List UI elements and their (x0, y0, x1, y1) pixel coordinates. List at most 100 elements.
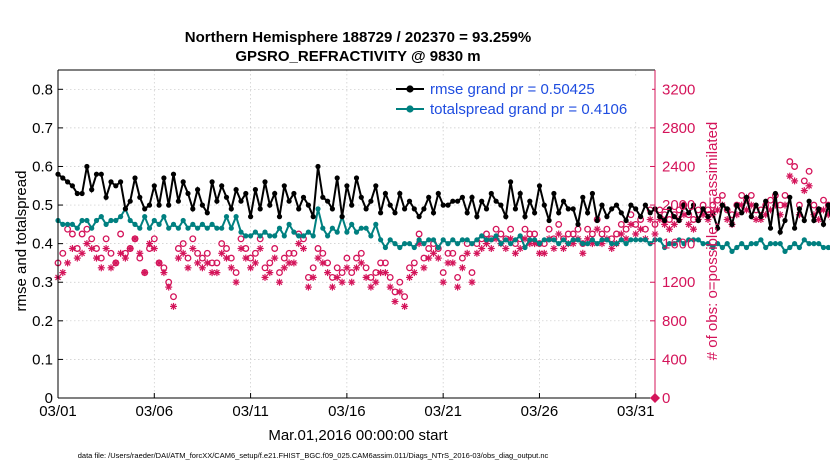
obs-assimilated-point (406, 273, 413, 281)
obs-assimilated-point (97, 264, 105, 272)
obs-assimilated-stroke (382, 269, 389, 276)
obs-assimilated-point (820, 206, 827, 214)
rmse-point (382, 190, 388, 197)
obs-possible-point (189, 235, 197, 243)
x-tick-label: 03/11 (232, 403, 268, 420)
obs-possible-point (59, 249, 67, 257)
totalspread-point (498, 241, 504, 247)
totalspread-point (796, 244, 803, 251)
obs-assimilated-stroke (685, 221, 692, 228)
totalspread-point (185, 225, 191, 231)
obs-assimilated-point (83, 240, 91, 248)
obs-possible-point (280, 254, 288, 262)
obs-possible-point (584, 225, 592, 233)
totalspread-point (575, 237, 581, 243)
rmse-point (79, 190, 85, 197)
totalspread-point (373, 221, 379, 227)
rmse-point (734, 202, 740, 208)
obs-possible-point (261, 264, 269, 272)
obs-assimilated-stroke (281, 264, 288, 271)
rmse-point (349, 202, 355, 208)
rmse-point (339, 214, 345, 220)
rmse-point (219, 183, 225, 189)
totalspread-point (642, 237, 649, 243)
obs-assimilated-stroke (136, 250, 143, 257)
totalspread-point (825, 244, 830, 251)
obs-assimilated-stroke (541, 250, 548, 257)
obs-possible-point (343, 254, 351, 262)
obs-assimilated-stroke (252, 259, 259, 266)
obs-possible-point (598, 230, 606, 238)
obs-assimilated-stroke (782, 202, 788, 209)
obs-possible-point (194, 249, 202, 257)
totalspread-point (170, 221, 177, 227)
totalspread-point (782, 248, 788, 254)
totalspread-point (93, 217, 100, 224)
rmse-point (190, 206, 196, 212)
obs-assimilated-stroke (666, 226, 673, 233)
obs-assimilated-point (348, 278, 356, 286)
rmse-point (378, 210, 384, 216)
rmse-point (638, 214, 644, 220)
legend-rmse-marker (406, 85, 414, 93)
obs-possible-point (454, 273, 462, 281)
y-left-tick-label: 0 (45, 390, 53, 407)
totalspread-point (763, 244, 769, 251)
totalspread-point (358, 225, 364, 231)
obs-possible-point (179, 240, 187, 248)
y-right-tick-label: 3200 (662, 81, 695, 98)
rmse-point (681, 202, 687, 208)
rmse-point (503, 214, 509, 220)
rmse-point (344, 183, 350, 189)
rmse-point (238, 198, 244, 204)
obs-possible-point (531, 230, 539, 238)
obs-possible-point (309, 264, 317, 272)
x-tick-labels: 03/01 03/06 03/11 03/16 03/21 03/26 03/31 (39, 403, 654, 420)
obs-possible-point (483, 230, 490, 238)
totalspread-point (772, 241, 779, 247)
obs-assimilated-point (536, 249, 543, 257)
obs-assimilated-stroke (560, 245, 567, 252)
obs-assimilated-point (141, 269, 149, 277)
obs-possible-point (78, 230, 86, 238)
obs-assimilated-stroke (608, 245, 615, 252)
obs-assimilated-stroke (175, 255, 182, 262)
totalspread-point (175, 225, 181, 231)
totalspread-point (671, 241, 677, 247)
totalspread-point (719, 244, 726, 251)
obs-assimilated-point (170, 302, 177, 310)
obs-assimilated-point (295, 240, 303, 248)
rmse-point (820, 221, 827, 227)
obs-possible-point (406, 264, 413, 272)
totalspread-point (609, 241, 615, 247)
obs-assimilated-stroke (160, 269, 167, 276)
y-right-tick-label: 2400 (662, 158, 695, 175)
rmse-point (411, 206, 417, 212)
obs-assimilated-stroke (122, 255, 129, 262)
obs-possible-point (588, 230, 596, 238)
rmse-point (421, 206, 427, 212)
y-left-tick-label: 0.1 (32, 351, 53, 368)
obs-assimilated-stroke (743, 206, 750, 213)
rmse-point (243, 190, 249, 197)
totalspread-point (748, 241, 754, 247)
obs-assimilated-point (458, 264, 466, 272)
totalspread-point (65, 221, 71, 227)
rmse-point (753, 202, 759, 208)
obs-assimilated-point (714, 206, 722, 214)
rmse-point (479, 198, 485, 204)
rmse-point (445, 202, 451, 208)
totalspread-point (816, 241, 822, 247)
obs-assimilated-point (511, 249, 519, 257)
totalspread-line (57, 206, 830, 253)
rmse-point (402, 206, 408, 212)
obs-assimilated-stroke (488, 245, 495, 252)
obs-assimilated-point (213, 269, 221, 277)
obs-assimilated-stroke (647, 216, 654, 223)
obs-assimilated-stroke (209, 269, 216, 276)
obs-assimilated-stroke (449, 259, 456, 266)
totalspread-point (113, 217, 119, 224)
obs-assimilated-stroke (185, 264, 191, 271)
obs-assimilated-point (276, 278, 283, 286)
totalspread-point (286, 221, 292, 227)
